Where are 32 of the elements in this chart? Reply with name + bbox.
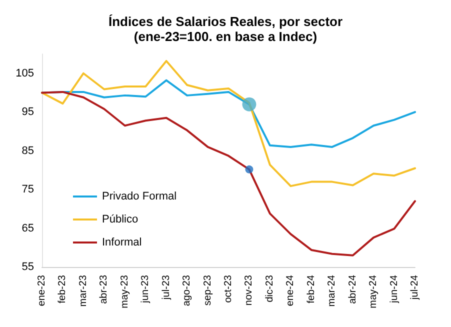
x-tick-label: jul-24 <box>410 274 420 300</box>
y-tick-label: 55 <box>22 261 34 273</box>
line-series <box>41 90 416 256</box>
x-tick-label: sep-23 <box>202 274 214 306</box>
y-tick-label: 75 <box>22 184 34 196</box>
x-tick-label: abr-23 <box>98 274 110 304</box>
y-tick-label: 105 <box>16 67 34 80</box>
x-tick-label: feb-24 <box>306 274 317 304</box>
x-tick-label: mar-23 <box>78 274 89 307</box>
chart-subtitle: (ene-23=100. en base a Indec) <box>134 29 318 44</box>
x-tick-label: ago-23 <box>182 274 193 306</box>
x-tick-label: may-24 <box>368 274 380 308</box>
x-tick-label: jul-23 <box>160 274 172 300</box>
x-tick-label: oct-23 <box>223 274 234 303</box>
x-tick-label: feb-23 <box>57 274 68 304</box>
x-tick-label: abr-24 <box>347 274 358 304</box>
y-tick-label: 85 <box>22 144 34 157</box>
legend-label: Informal <box>102 236 142 248</box>
x-tick-label: nov-23 <box>244 274 255 306</box>
y-tick-label: 65 <box>22 222 34 234</box>
x-tick-label: ene-23 <box>36 274 48 306</box>
x-tick-label: jun-23 <box>140 274 152 304</box>
x-tick-label: mar-24 <box>326 274 338 307</box>
legend-label: Privado Formal <box>102 190 177 202</box>
chart-title: Índices de Salarios Reales, por sector <box>108 14 343 29</box>
y-tick-label: 95 <box>22 106 34 118</box>
x-tick-label: ene-24 <box>285 274 296 306</box>
x-tick-label: may-23 <box>119 274 130 308</box>
legend-label: Público <box>102 214 138 226</box>
x-tick-label: dic-23 <box>264 274 276 302</box>
line-series <box>41 60 416 188</box>
x-tick-label: jun-24 <box>388 274 400 304</box>
